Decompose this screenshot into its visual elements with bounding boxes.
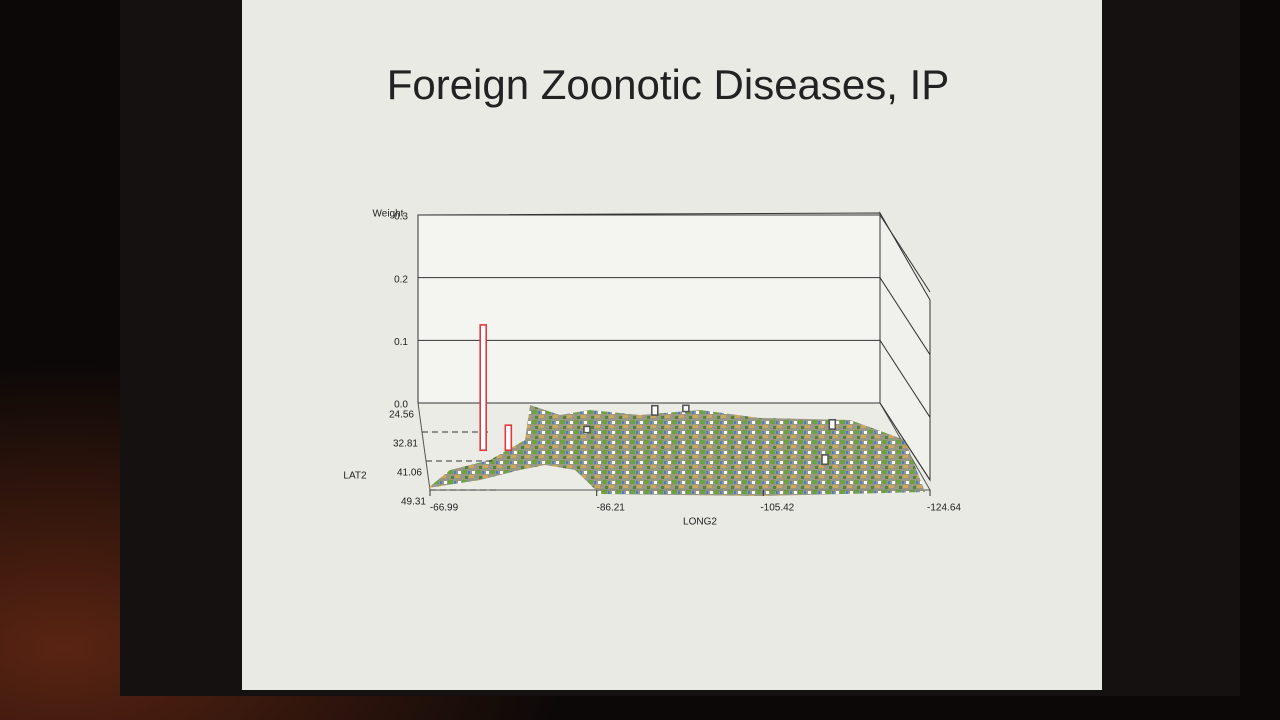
chart: Weight LAT2 LONG2 0.0 0.1 0.2 0.3 24.56 32.81… (343, 209, 961, 528)
bar (583, 425, 591, 434)
bar (651, 404, 659, 416)
back-wall (417, 212, 881, 404)
bar (479, 324, 488, 452)
y-tick-label: 41.06 (397, 468, 422, 479)
z-tick-label: 0.3 (394, 212, 408, 223)
y-tick-label: 24.56 (389, 410, 414, 421)
y-axis-label: LAT2 (343, 471, 367, 482)
x-tick-label: -66.99 (430, 503, 459, 514)
grid-line (879, 340, 931, 418)
y-tick-label: 32.81 (393, 439, 418, 450)
bar (828, 418, 837, 430)
grid-line (879, 214, 931, 293)
slide-title: Foreign Zoonotic Diseases, IP (387, 61, 950, 108)
z-tick-label: 0.0 (394, 400, 408, 411)
x-tick-label: -86.21 (597, 503, 626, 514)
map-surface (428, 405, 925, 496)
z-tick-label: 0.2 (394, 274, 408, 285)
bar (504, 424, 513, 452)
bar (682, 404, 690, 413)
z-axis-label: Weight (373, 209, 404, 220)
x-axis-label: LONG2 (683, 517, 717, 528)
y-tick-label: 49.31 (401, 497, 426, 508)
grid-line (879, 277, 931, 355)
x-tick-label: -124.64 (927, 503, 961, 514)
z-tick-label: 0.1 (394, 337, 408, 348)
x-tick-label: -105.42 (760, 503, 794, 514)
grid-line (879, 402, 931, 481)
bar (821, 454, 829, 466)
